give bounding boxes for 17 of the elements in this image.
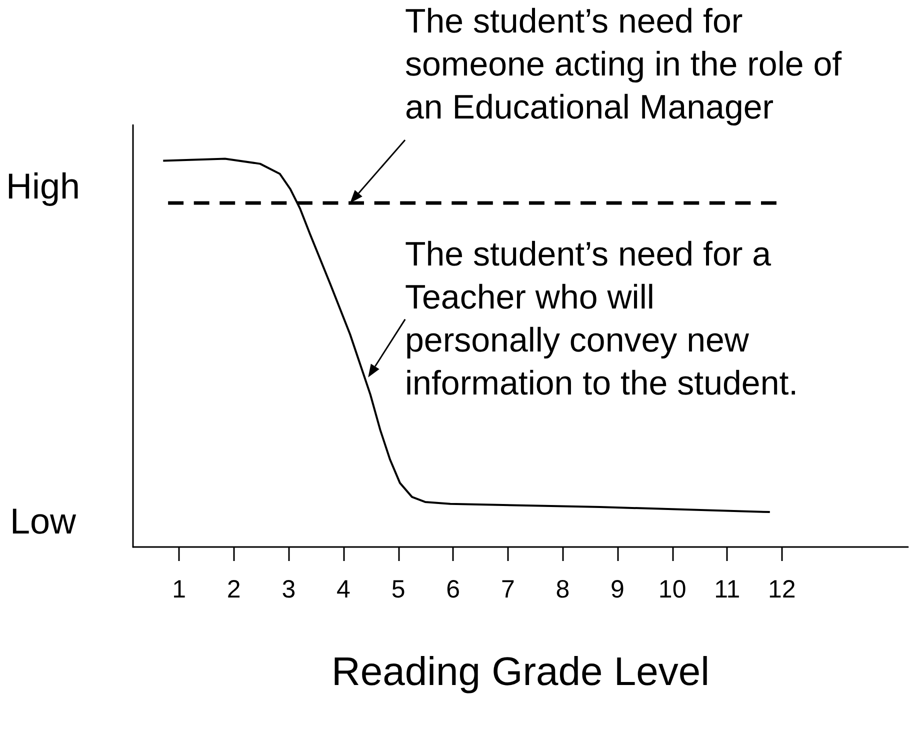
x-tick-label: 1 bbox=[172, 576, 186, 604]
x-tick-label: 9 bbox=[610, 576, 624, 604]
text: High bbox=[6, 166, 80, 206]
x-tick-label: 8 bbox=[556, 576, 570, 604]
annotation: The student’s need for someone acting in the role of an Educational Manager bbox=[405, 2, 852, 126]
x-tick-label: 7 bbox=[500, 576, 515, 604]
x-tick-label: 11 bbox=[714, 576, 740, 604]
x-tick-label: 12 bbox=[768, 576, 796, 604]
x-tick-label: 2 bbox=[226, 576, 241, 604]
text: Low bbox=[10, 500, 78, 542]
x-tick-label: 3 bbox=[282, 576, 296, 604]
x-tick-label: 5 bbox=[391, 576, 406, 604]
annotation: The student’s need for a Teacher who will personally convey new information to the student. bbox=[405, 236, 798, 402]
x-tick-label: 10 bbox=[658, 576, 686, 604]
x-axis-title: Reading Grade Level bbox=[331, 650, 710, 694]
x-tick-label: 4 bbox=[336, 576, 351, 604]
x-tick-label: 6 bbox=[446, 576, 460, 604]
